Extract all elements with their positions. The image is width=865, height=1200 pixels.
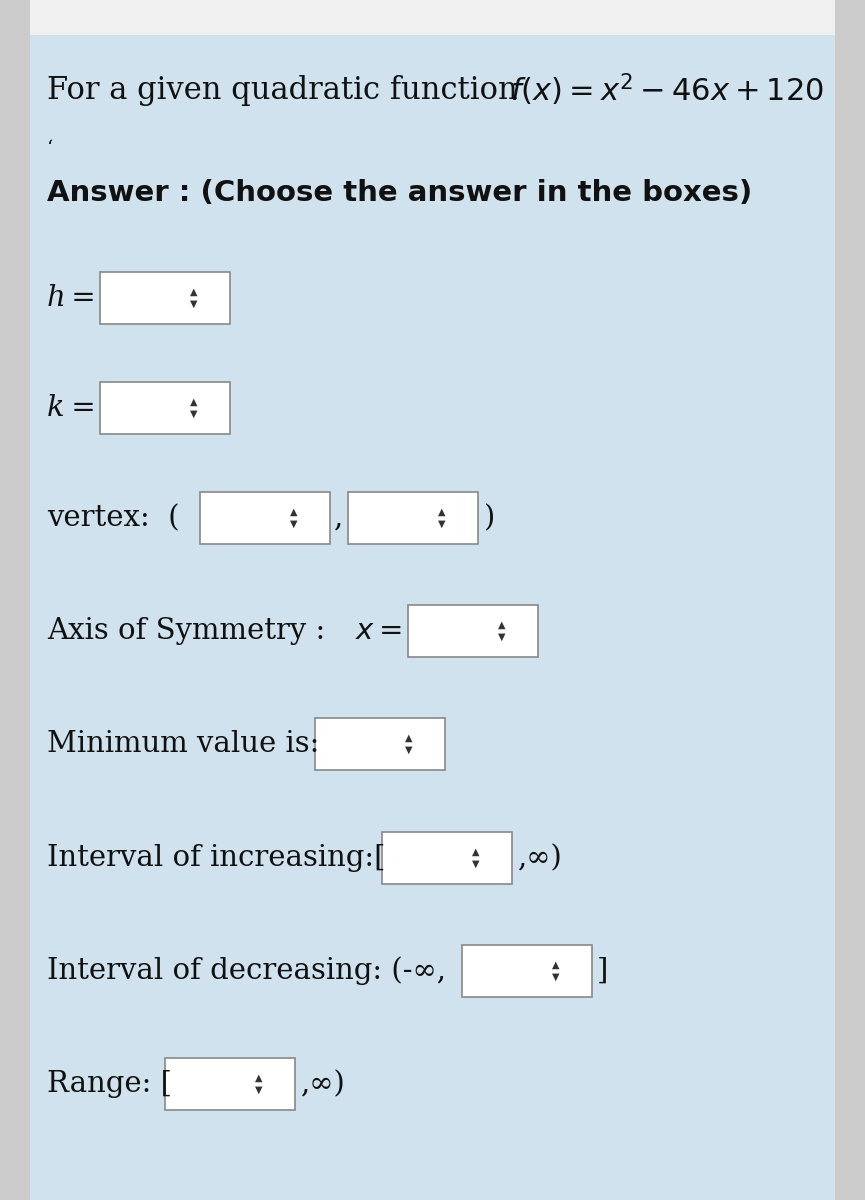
Text: For a given quadratic function: For a given quadratic function bbox=[47, 74, 537, 106]
FancyBboxPatch shape bbox=[0, 0, 30, 1200]
Text: ▼: ▼ bbox=[471, 859, 479, 869]
Text: ▲: ▲ bbox=[552, 960, 560, 970]
FancyBboxPatch shape bbox=[200, 492, 330, 544]
Text: =: = bbox=[62, 284, 96, 312]
Text: ▼: ▼ bbox=[498, 632, 505, 642]
Text: ▼: ▼ bbox=[405, 745, 413, 755]
Text: $f(x) = x^2 - 46x + 120$: $f(x) = x^2 - 46x + 120$ bbox=[510, 72, 823, 108]
Text: ▲: ▲ bbox=[290, 506, 298, 517]
Text: ▲: ▲ bbox=[255, 1073, 262, 1082]
Text: Interval of increasing:[: Interval of increasing:[ bbox=[47, 844, 386, 872]
FancyBboxPatch shape bbox=[30, 0, 835, 35]
Text: ,∞): ,∞) bbox=[301, 1070, 346, 1098]
FancyBboxPatch shape bbox=[835, 0, 865, 1200]
Text: h: h bbox=[47, 284, 66, 312]
Text: ▲: ▲ bbox=[189, 287, 197, 296]
Text: ▼: ▼ bbox=[552, 972, 560, 982]
Text: ▲: ▲ bbox=[438, 506, 445, 517]
FancyBboxPatch shape bbox=[165, 1058, 295, 1110]
Text: ▼: ▼ bbox=[255, 1085, 262, 1094]
Text: ▲: ▲ bbox=[405, 733, 413, 743]
Text: Interval of decreasing: (-∞,: Interval of decreasing: (-∞, bbox=[47, 956, 446, 985]
FancyBboxPatch shape bbox=[408, 605, 538, 658]
Text: ▼: ▼ bbox=[438, 518, 445, 529]
Text: ▲: ▲ bbox=[498, 620, 505, 630]
Text: Axis of Symmetry :: Axis of Symmetry : bbox=[47, 617, 335, 646]
Text: ]: ] bbox=[597, 958, 608, 985]
Text: ‘: ‘ bbox=[47, 139, 54, 157]
Text: ▼: ▼ bbox=[189, 409, 197, 419]
Text: Minimum value is:: Minimum value is: bbox=[47, 730, 319, 758]
Text: ▲: ▲ bbox=[189, 397, 197, 407]
Text: ▲: ▲ bbox=[471, 847, 479, 857]
Text: $x =$: $x =$ bbox=[355, 617, 402, 646]
Text: =: = bbox=[62, 394, 96, 422]
Text: ▼: ▼ bbox=[290, 518, 298, 529]
Text: ▼: ▼ bbox=[189, 299, 197, 308]
FancyBboxPatch shape bbox=[382, 832, 512, 884]
FancyBboxPatch shape bbox=[100, 272, 230, 324]
FancyBboxPatch shape bbox=[315, 718, 445, 770]
FancyBboxPatch shape bbox=[462, 946, 592, 997]
Text: Answer : (Choose the answer in the boxes): Answer : (Choose the answer in the boxes… bbox=[47, 179, 753, 206]
FancyBboxPatch shape bbox=[348, 492, 478, 544]
Text: ,: , bbox=[334, 504, 343, 532]
Text: ): ) bbox=[484, 504, 496, 532]
FancyBboxPatch shape bbox=[100, 382, 230, 434]
Text: ,∞): ,∞) bbox=[518, 844, 563, 872]
Text: k: k bbox=[47, 394, 65, 422]
Text: vertex:  (: vertex: ( bbox=[47, 504, 180, 532]
Text: Range: [: Range: [ bbox=[47, 1070, 172, 1098]
